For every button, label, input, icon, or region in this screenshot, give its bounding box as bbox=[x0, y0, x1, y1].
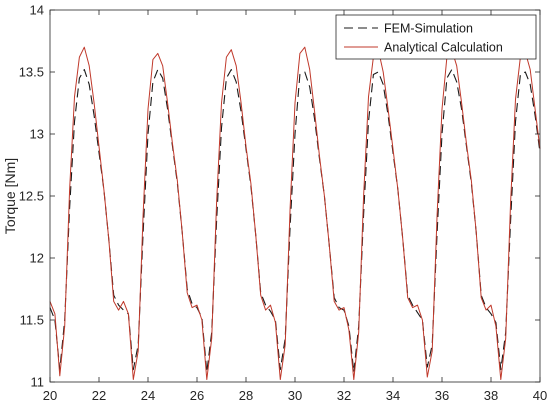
x-tick-label-10: 40 bbox=[533, 388, 547, 403]
y-tick-label-3: 12.5 bbox=[19, 189, 44, 204]
x-tick-label-9: 38 bbox=[484, 388, 498, 403]
y-tick-label-6: 14 bbox=[30, 3, 44, 18]
x-tick-label-0: 20 bbox=[43, 388, 57, 403]
x-axis: 20 22 24 26 28 30 32 34 36 38 40 bbox=[43, 10, 547, 403]
x-tick-label-8: 36 bbox=[435, 388, 449, 403]
legend: FEM-Simulation Analytical Calculation bbox=[335, 14, 537, 60]
x-tick-label-7: 34 bbox=[386, 388, 400, 403]
y-axis-label: Torque [Nm] bbox=[2, 158, 18, 234]
x-tick-label-5: 30 bbox=[288, 388, 302, 403]
x-tick-label-4: 28 bbox=[239, 388, 253, 403]
y-axis: 11 11.5 12 12.5 13 13.5 14 bbox=[19, 3, 540, 390]
x-tick-label-3: 26 bbox=[190, 388, 204, 403]
x-tick-label-1: 22 bbox=[92, 388, 106, 403]
legend-box bbox=[335, 14, 537, 60]
y-tick-label-4: 13 bbox=[30, 127, 44, 142]
series-layer bbox=[49, 46, 541, 381]
series-line-analytical-calculation bbox=[49, 46, 541, 381]
y-tick-label-1: 11.5 bbox=[20, 313, 44, 328]
y-tick-label-5: 13.5 bbox=[19, 65, 44, 80]
legend-label-1: Analytical Calculation bbox=[384, 41, 503, 55]
y-tick-label-0: 11 bbox=[31, 375, 45, 390]
x-tick-label-6: 32 bbox=[337, 388, 351, 403]
y-tick-label-2: 12 bbox=[30, 251, 44, 266]
x-tick-label-2: 24 bbox=[141, 388, 155, 403]
series-line-fem-simulation bbox=[49, 68, 541, 373]
legend-label-0: FEM-Simulation bbox=[384, 22, 473, 36]
plot-area bbox=[50, 10, 540, 382]
